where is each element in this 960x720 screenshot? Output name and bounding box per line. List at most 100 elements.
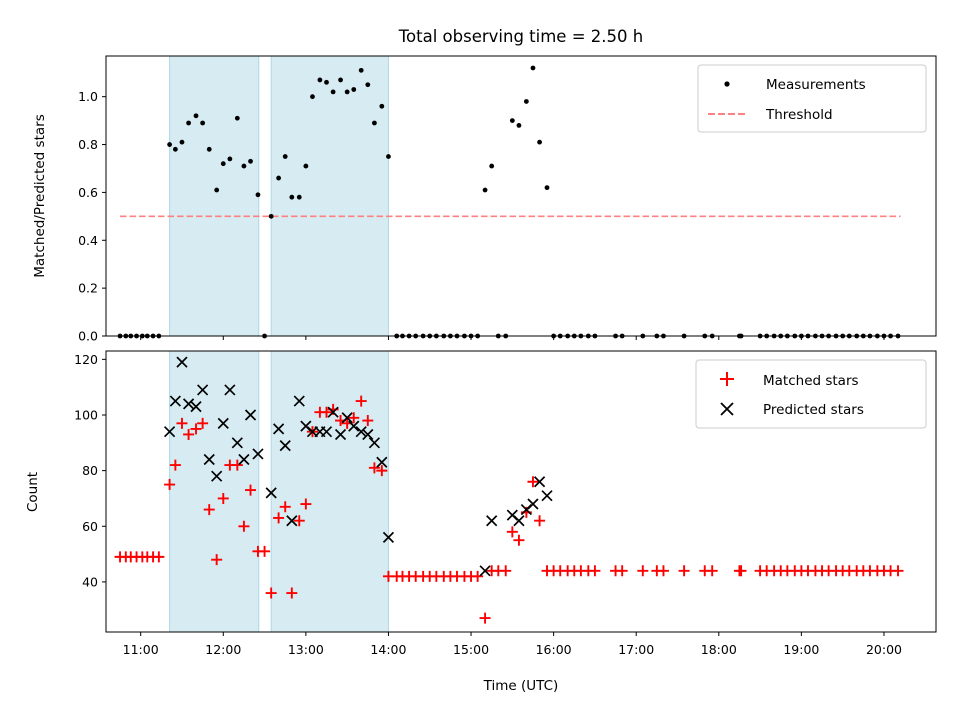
matched-star-point xyxy=(231,459,243,471)
measurement-point xyxy=(206,146,212,152)
predicted-star-point xyxy=(479,565,491,577)
measurement-point xyxy=(324,79,329,85)
measurement-point xyxy=(516,123,522,128)
matched-star-point xyxy=(472,570,484,582)
predicted-star-point xyxy=(486,515,498,527)
matched-star-point xyxy=(273,512,285,524)
top-legend: Measurements Threshold xyxy=(697,64,927,133)
y-tick-label: 120 xyxy=(74,352,98,367)
legend-threshold-label: Threshold xyxy=(765,107,833,123)
legend-predicted-label: Predicted stars xyxy=(763,402,864,418)
predicted-star-point xyxy=(265,487,277,499)
top-panel: 0.0 0.2 0.4 0.6 0.8 1.0 Matched/Predicted sta… xyxy=(32,55,937,344)
bottom-legend-box xyxy=(695,359,927,429)
legend-measurements-marker xyxy=(724,81,730,87)
predicted-star-point xyxy=(355,426,367,438)
predicted-star-point xyxy=(211,470,223,482)
top-y-axis-label: Matched/Predicted stars xyxy=(32,114,48,277)
predicted-star-point xyxy=(533,476,546,488)
x-tick-label: 12:00 xyxy=(205,642,241,657)
measurement-point xyxy=(172,146,178,152)
matched-star-point xyxy=(176,417,188,429)
matched-star-point xyxy=(479,612,491,624)
predicted-star-point xyxy=(527,498,539,510)
measurement-point xyxy=(227,156,233,162)
y-tick-label: 100 xyxy=(74,407,98,422)
matched-star-point xyxy=(527,476,539,488)
measurement-point xyxy=(330,89,336,95)
measurement-point xyxy=(544,185,550,191)
bottom-series xyxy=(114,356,904,624)
measurement-point xyxy=(276,175,282,181)
predicted-star-point xyxy=(231,437,243,449)
matched-star-point xyxy=(164,479,176,491)
measurement-point xyxy=(379,103,385,109)
matched-star-point xyxy=(706,565,718,577)
matched-star-point xyxy=(589,565,601,577)
legend-predicted-marker xyxy=(720,402,734,416)
matched-star-point xyxy=(321,406,333,418)
y-tick-label: 0.8 xyxy=(78,137,98,152)
matched-star-point xyxy=(534,515,546,527)
top-shaded-spans xyxy=(169,55,389,337)
y-tick-label: 0.4 xyxy=(78,233,98,248)
measurement-point xyxy=(489,163,495,169)
predicted-star-point xyxy=(341,412,353,424)
y-tick-label: 0.6 xyxy=(78,185,98,200)
predicted-star-point xyxy=(224,384,236,396)
predicted-star-point xyxy=(362,428,374,441)
measurement-point xyxy=(317,77,323,83)
top-axes: 0.0 0.2 0.4 0.6 0.8 1.0 xyxy=(78,89,885,344)
measurement-point xyxy=(200,120,206,126)
predicted-star-point xyxy=(238,453,250,466)
measurement-point xyxy=(372,120,377,126)
measurement-point xyxy=(344,89,350,95)
shaded-span-2 xyxy=(270,350,389,633)
matched-star-point xyxy=(300,498,312,510)
matched-star-point xyxy=(197,417,209,429)
y-tick-label: 40 xyxy=(82,574,98,589)
matched-star-point xyxy=(238,520,250,532)
measurement-point xyxy=(282,154,288,159)
predicted-star-point xyxy=(368,437,381,449)
predicted-star-point xyxy=(176,356,188,368)
predicted-star-point xyxy=(513,515,525,527)
measurement-point xyxy=(234,115,240,121)
measurement-point xyxy=(248,158,253,164)
shaded-span-1 xyxy=(169,350,260,633)
x-tick-label: 14:00 xyxy=(370,642,406,657)
measurement-point xyxy=(179,139,185,145)
predicted-star-point xyxy=(286,515,298,527)
matched-star-point xyxy=(506,526,518,538)
predicted-star-point xyxy=(541,490,553,502)
measurement-point xyxy=(296,194,302,200)
chart-title: Total observing time = 2.50 h xyxy=(398,27,643,46)
matched-star-point xyxy=(153,551,165,563)
predicted-star-point xyxy=(293,395,305,407)
matched-star-point xyxy=(286,587,298,599)
bottom-panel: 40 60 80 100 120 11:00 12:00 13:00 14:00 15:00 16:… xyxy=(25,350,937,694)
matched-star-point xyxy=(183,428,195,440)
matched-star-point xyxy=(293,515,305,527)
bottom-legend: Matched stars Predicted stars xyxy=(695,359,927,429)
x-tick-label: 13:00 xyxy=(288,642,324,657)
measurement-point xyxy=(193,113,199,119)
matched-star-point xyxy=(500,565,512,577)
matched-star-point xyxy=(279,501,291,513)
measurement-point xyxy=(310,94,315,100)
x-tick-label: 18:00 xyxy=(701,642,737,657)
x-tick-label: 15:00 xyxy=(453,642,489,657)
predicted-star-point xyxy=(334,428,347,441)
x-tick-label: 20:00 xyxy=(866,642,902,657)
shaded-span-1 xyxy=(169,55,260,337)
predicted-star-point xyxy=(273,423,285,435)
predicted-star-point xyxy=(197,384,209,396)
predicted-star-point xyxy=(327,406,339,418)
measurement-point xyxy=(268,213,274,219)
measurement-point xyxy=(255,192,261,198)
bottom-axes: 40 60 80 100 120 11:00 12:00 13:00 14:00 15:00 16:… xyxy=(74,352,902,657)
x-tick-label: 17:00 xyxy=(618,642,654,657)
matched-star-point xyxy=(678,565,690,577)
predicted-star-point xyxy=(244,409,257,421)
predicted-star-point xyxy=(348,420,360,432)
